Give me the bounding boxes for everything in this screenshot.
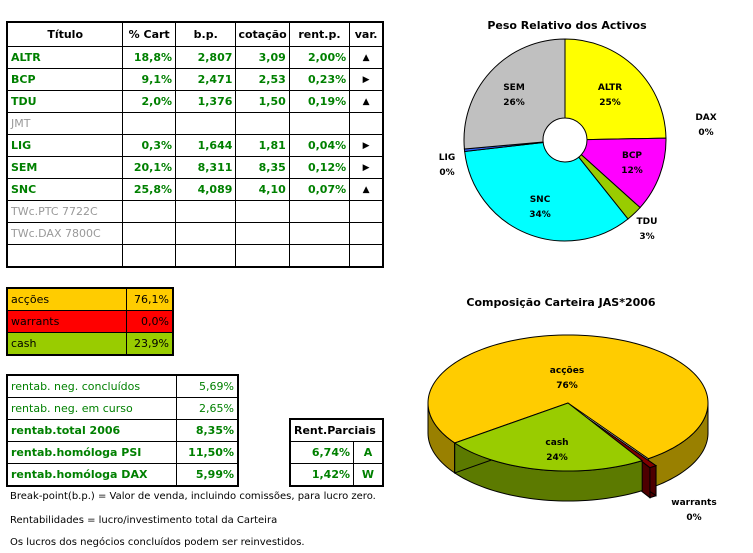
slice-name-label: ALTR (598, 83, 622, 93)
slice-name-label: acções (550, 366, 584, 376)
returns-value: 5,99% (176, 463, 239, 487)
slice-percent-label: 26% (503, 98, 525, 108)
slice-name-label: DAX (695, 113, 716, 123)
partial-tag: W (353, 463, 384, 487)
returns-row: rentab.homóloga DAX 5,99% (6, 463, 239, 487)
allocation-row: warrants 0,0% (6, 310, 174, 333)
cell-titulo: TWc.DAX 7800C (6, 222, 124, 245)
cell-cot: 2,53 (235, 68, 290, 91)
slice-percent-label: 3% (639, 232, 654, 242)
cell-bp: 1,376 (175, 90, 237, 113)
pie-slice-sem (463, 38, 566, 150)
slice-percent-label: 0% (439, 168, 454, 178)
returns-row: rentab. neg. concluídos 5,69% (6, 374, 239, 398)
table-row (6, 244, 384, 268)
cell-cot: 1,50 (235, 90, 290, 113)
allocation-table: acções 76,1% warrants 0,0% cash 23,9% (6, 287, 174, 356)
slice-name-label: cash (545, 438, 568, 448)
slice-name-label: TDU (637, 217, 658, 227)
slice-percent-label: 0% (698, 128, 713, 138)
triangle-right-icon: ▶ (362, 140, 370, 151)
cell-cot: 1,81 (235, 134, 290, 157)
cell-rent: 0,19% (288, 90, 351, 113)
slice-percent-label: 12% (621, 166, 643, 176)
pie-slice-altr (564, 38, 667, 141)
slice-percent-label: 25% (599, 98, 621, 108)
cell-titulo: ALTR (6, 46, 124, 69)
pie3d-slice-cash (453, 402, 644, 472)
allocation-row: cash 23,9% (6, 332, 174, 356)
cell-cot (235, 244, 290, 268)
allocation-row: acções 76,1% (6, 287, 174, 311)
partial-value: 1,42% (289, 463, 354, 487)
returns-row: rentab.homóloga PSI 11,50% (6, 441, 239, 464)
allocation-value: 76,1% (126, 287, 174, 311)
table-row: TWc.DAX 7800C (6, 222, 384, 245)
returns-label: rentab.homóloga DAX (6, 463, 177, 487)
slice-name-label: warrants (671, 498, 716, 508)
column-header: var. (349, 21, 384, 47)
triangle-up-icon: ▲ (362, 184, 370, 195)
pie-slice-snc (464, 141, 629, 242)
note-break-point: Break-point(b.p.) = Valor de venda, incl… (10, 491, 376, 502)
allocation-label: acções (6, 287, 127, 311)
triangle-up-icon: ▲ (362, 96, 370, 107)
slice-name-label: SNC (530, 195, 551, 205)
pie-slice-bcp (580, 137, 667, 209)
triangle-right-icon: ▶ (362, 162, 370, 173)
slice-percent-label: 0% (686, 513, 701, 523)
cell-var: ▶ (349, 134, 384, 157)
triangle-right-icon: ▶ (362, 74, 370, 85)
returns-row: rentab. neg. em curso 2,65% (6, 397, 239, 420)
table-row: TDU 2,0% 1,376 1,50 0,19% ▲ (6, 90, 384, 113)
partial-value: 6,74% (289, 441, 354, 464)
partial-tag: A (353, 441, 384, 464)
table-row: SNC 25,8% 4,089 4,10 0,07% ▲ (6, 178, 384, 201)
chart-title-peso: Peso Relativo dos Activos (487, 19, 647, 32)
table-row: SEM 20,1% 8,311 8,35 0,12% ▶ (6, 156, 384, 179)
returns-table: rentab. neg. concluídos 5,69% rentab. neg.… (6, 374, 239, 487)
note-lucros: Os lucros dos negócios concluídos podem … (10, 537, 305, 548)
partial-row: 6,74% A (289, 441, 384, 464)
allocation-label: warrants (6, 310, 127, 333)
cell-titulo: TDU (6, 90, 124, 113)
cell-cot (235, 222, 290, 245)
table-row: ALTR 18,8% 2,807 3,09 2,00% ▲ (6, 46, 384, 69)
allocation-label: cash (6, 332, 127, 356)
cell-var (349, 222, 384, 245)
cell-cart: 9,1% (122, 68, 177, 91)
cell-titulo (6, 244, 124, 268)
table-row: TWc.PTC 7722C (6, 200, 384, 223)
allocation-value: 0,0% (126, 310, 174, 333)
slice-name-label: LIG (439, 153, 455, 163)
triangle-up-icon: ▲ (362, 52, 370, 63)
slice-percent-label: 34% (529, 210, 551, 220)
returns-row: rentab.total 2006 8,35% (6, 419, 239, 442)
cell-rent: 2,00% (288, 46, 351, 69)
slice-name-label: SEM (503, 83, 525, 93)
note-rentabilidades: Rentabilidades = lucro/investimento tota… (10, 515, 278, 526)
partial-returns-table: Rent.Parciais 6,74% A 1,42% W (289, 418, 384, 487)
cell-bp: 4,089 (175, 178, 237, 201)
cell-cart: 18,8% (122, 46, 177, 69)
table-row: JMT (6, 112, 384, 135)
slice-percent-label: 24% (546, 453, 568, 463)
slice-percent-label: 76% (556, 381, 578, 391)
returns-label: rentab. neg. em curso (6, 397, 177, 420)
column-header: % Cart (122, 21, 177, 47)
returns-label: rentab.homóloga PSI (6, 441, 177, 464)
returns-value: 2,65% (176, 397, 239, 420)
allocation-value: 23,9% (126, 332, 174, 356)
cell-bp: 2,471 (175, 68, 237, 91)
portfolio-table: Título% Cart b.p. cotação rent.p. var. ALTR 1… (6, 21, 384, 268)
slice-name-label: BCP (622, 151, 642, 161)
cell-cot: 8,35 (235, 156, 290, 179)
chart-title-composicao: Composição Carteira JAS*2006 (466, 296, 656, 309)
cell-var: ▲ (349, 46, 384, 69)
cell-var (349, 244, 384, 268)
partial-row: 1,42% W (289, 463, 384, 487)
returns-value: 11,50% (176, 441, 239, 464)
pie3d-slice-acções (427, 334, 709, 460)
